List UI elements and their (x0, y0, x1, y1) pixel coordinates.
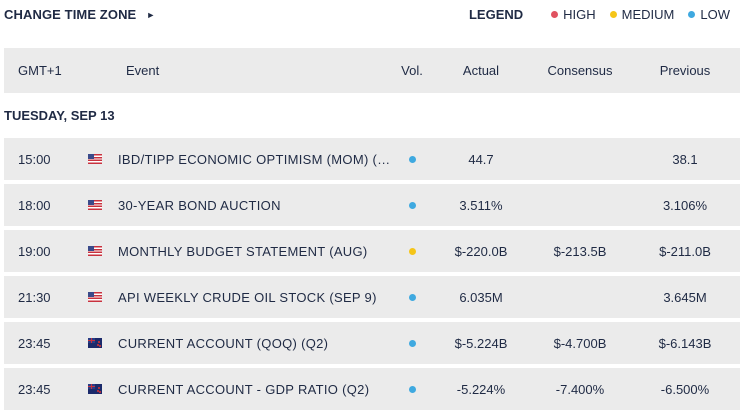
table-row[interactable]: 18:00 30-YEAR BOND AUCTION 3.511% 3.106% (4, 184, 740, 226)
economic-calendar-table: GMT+1 Event Vol. Actual Consensus Previo… (4, 48, 740, 414)
nz-flag-icon (88, 384, 102, 394)
play-arrow-icon: ► (146, 10, 156, 20)
high-dot-icon (551, 11, 559, 18)
table-row[interactable]: 21:30 API WEEKLY CRUDE OIL STOCK (SEP 9)… (4, 276, 740, 318)
legend-label-low: LOW (700, 7, 730, 22)
day-header: TUESDAY, SEP 13 (4, 93, 740, 138)
nz-flag-icon (88, 338, 102, 348)
row-previous: 3.106% (662, 197, 708, 213)
table-row[interactable]: 19:00 MONTHLY BUDGET STATEMENT (AUG) $-2… (4, 230, 740, 272)
row-event[interactable]: API WEEKLY CRUDE OIL STOCK (SEP 9) (118, 289, 377, 305)
row-previous: -6.500% (660, 381, 710, 397)
row-consensus: $-213.5B (553, 243, 607, 259)
volatility-dot-icon (408, 155, 416, 163)
header-event: Event (126, 63, 160, 78)
header-vol: Vol. (401, 63, 423, 78)
table-row[interactable]: 15:00 IBD/TIPP ECONOMIC OPTIMISM (MOM) (… (4, 138, 740, 180)
volatility-dot-icon (408, 201, 416, 209)
us-flag-icon (88, 154, 102, 164)
row-time: 18:00 (18, 197, 51, 213)
row-actual: $-220.0B (454, 243, 508, 259)
medium-dot-icon (609, 11, 617, 18)
us-flag-icon (88, 246, 102, 256)
row-previous: 3.645M (663, 289, 707, 305)
row-consensus: $-4.700B (553, 335, 607, 351)
row-time: 21:30 (18, 289, 51, 305)
header-previous: Previous (659, 63, 711, 78)
header-time[interactable]: GMT+1 (18, 63, 62, 78)
table-header: GMT+1 Event Vol. Actual Consensus Previo… (4, 48, 740, 93)
legend: LEGEND HIGH MEDIUM LOW (469, 7, 730, 22)
row-time: 23:45 (18, 335, 51, 351)
row-previous: $-6.143B (658, 335, 712, 351)
legend-title: LEGEND (468, 7, 524, 22)
change-time-zone-label: CHANGE TIME ZONE (4, 7, 137, 22)
row-event[interactable]: MONTHLY BUDGET STATEMENT (AUG) (118, 243, 368, 259)
legend-item-low: LOW (688, 7, 730, 22)
volatility-dot-icon (408, 247, 416, 255)
row-actual: 44.7 (468, 151, 494, 167)
row-event[interactable]: 30-YEAR BOND AUCTION (118, 197, 281, 213)
low-dot-icon (688, 11, 696, 18)
header-actual: Actual (462, 63, 500, 78)
change-time-zone-button[interactable]: CHANGE TIME ZONE ► (4, 7, 155, 22)
us-flag-icon (88, 292, 102, 302)
toolbar: CHANGE TIME ZONE ► LEGEND HIGH MEDIUM LO… (0, 0, 744, 30)
row-time: 19:00 (18, 243, 51, 259)
row-event[interactable]: CURRENT ACCOUNT - GDP RATIO (Q2) (118, 381, 370, 397)
row-event[interactable]: IBD/TIPP ECONOMIC OPTIMISM (MOM) (S... (118, 151, 392, 167)
volatility-dot-icon (408, 385, 416, 393)
row-actual: 6.035M (459, 289, 503, 305)
row-actual: $-5.224B (454, 335, 508, 351)
row-actual: 3.511% (459, 197, 503, 213)
volatility-dot-icon (408, 293, 416, 301)
table-row[interactable]: 23:45 CURRENT ACCOUNT - GDP RATIO (Q2) -… (4, 368, 740, 410)
row-previous: $-211.0B (659, 243, 711, 259)
volatility-dot-icon (408, 339, 416, 347)
row-previous: 38.1 (672, 151, 698, 167)
header-consensus: Consensus (547, 63, 613, 78)
row-consensus: -7.400% (555, 381, 605, 397)
legend-item-medium: MEDIUM (609, 7, 675, 22)
row-time: 15:00 (18, 151, 51, 167)
us-flag-icon (88, 200, 102, 210)
legend-item-high: HIGH (551, 7, 596, 22)
legend-label-medium: MEDIUM (621, 7, 675, 22)
table-row[interactable]: 23:45 CURRENT ACCOUNT (QOQ) (Q2) $-5.224… (4, 322, 740, 364)
row-time: 23:45 (18, 381, 51, 397)
row-event[interactable]: CURRENT ACCOUNT (QOQ) (Q2) (118, 335, 329, 351)
legend-label-high: HIGH (563, 7, 596, 22)
row-actual: -5.224% (456, 381, 506, 397)
